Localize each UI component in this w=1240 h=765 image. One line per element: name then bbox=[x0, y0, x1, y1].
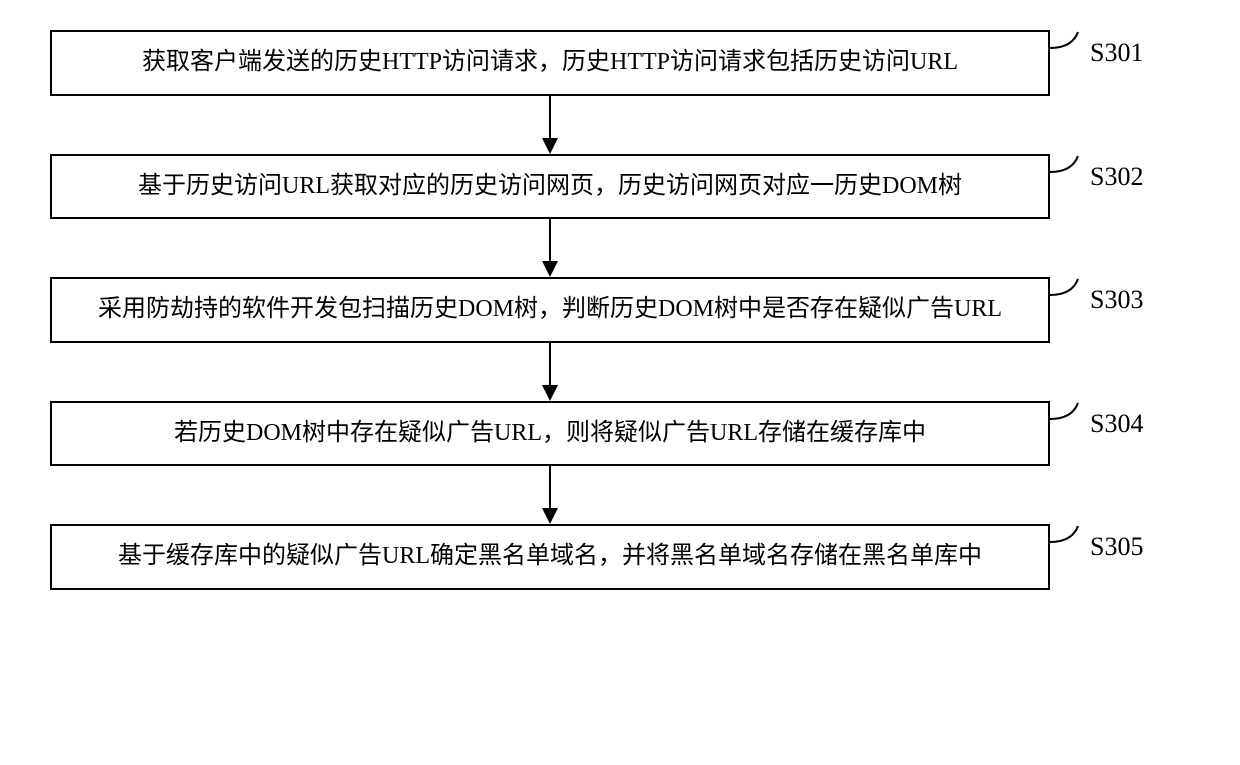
step-label: S301 bbox=[1090, 38, 1143, 68]
step-text: 采用防劫持的软件开发包扫描历史DOM树，判断历史DOM树中是否存在疑似广告URL bbox=[98, 296, 1002, 322]
step-label: S305 bbox=[1090, 532, 1143, 562]
arrow-down-icon bbox=[530, 219, 570, 277]
connector-curve-icon bbox=[1050, 154, 1090, 194]
step-box-s305: 基于缓存库中的疑似广告URL确定黑名单域名，并将黑名单域名存储在黑名单库中 bbox=[50, 524, 1050, 590]
step-box-s304: 若历史DOM树中存在疑似广告URL，则将疑似广告URL存储在缓存库中 bbox=[50, 401, 1050, 467]
step-text: 获取客户端发送的历史HTTP访问请求，历史HTTP访问请求包括历史访问URL bbox=[142, 49, 958, 75]
step-text: 基于历史访问URL获取对应的历史访问网页，历史访问网页对应一历史DOM树 bbox=[138, 173, 962, 199]
flowchart-container: 获取客户端发送的历史HTTP访问请求，历史HTTP访问请求包括历史访问URL S… bbox=[50, 30, 1190, 590]
arrow-container bbox=[50, 343, 1050, 401]
connector-curve-icon bbox=[1050, 401, 1090, 441]
connector-curve-icon bbox=[1050, 524, 1090, 564]
connector-curve-icon bbox=[1050, 277, 1090, 317]
step-text: 若历史DOM树中存在疑似广告URL，则将疑似广告URL存储在缓存库中 bbox=[174, 420, 926, 446]
step-box-s303: 采用防劫持的软件开发包扫描历史DOM树，判断历史DOM树中是否存在疑似广告URL bbox=[50, 277, 1050, 343]
arrow-down-icon bbox=[530, 343, 570, 401]
connector-curve-icon bbox=[1050, 30, 1090, 70]
step-box-s301: 获取客户端发送的历史HTTP访问请求，历史HTTP访问请求包括历史访问URL bbox=[50, 30, 1050, 96]
step-label: S303 bbox=[1090, 285, 1143, 315]
step-row: 获取客户端发送的历史HTTP访问请求，历史HTTP访问请求包括历史访问URL S… bbox=[50, 30, 1190, 96]
step-box-s302: 基于历史访问URL获取对应的历史访问网页，历史访问网页对应一历史DOM树 bbox=[50, 154, 1050, 220]
step-row: 采用防劫持的软件开发包扫描历史DOM树，判断历史DOM树中是否存在疑似广告URL… bbox=[50, 277, 1190, 343]
step-label: S302 bbox=[1090, 162, 1143, 192]
arrow-down-icon bbox=[530, 466, 570, 524]
step-row: 若历史DOM树中存在疑似广告URL，则将疑似广告URL存储在缓存库中 S304 bbox=[50, 401, 1190, 467]
step-label: S304 bbox=[1090, 409, 1143, 439]
step-row: 基于历史访问URL获取对应的历史访问网页，历史访问网页对应一历史DOM树 S30… bbox=[50, 154, 1190, 220]
arrow-down-icon bbox=[530, 96, 570, 154]
arrow-container bbox=[50, 466, 1050, 524]
step-row: 基于缓存库中的疑似广告URL确定黑名单域名，并将黑名单域名存储在黑名单库中 S3… bbox=[50, 524, 1190, 590]
step-text: 基于缓存库中的疑似广告URL确定黑名单域名，并将黑名单域名存储在黑名单库中 bbox=[118, 543, 982, 569]
arrow-container bbox=[50, 96, 1050, 154]
arrow-container bbox=[50, 219, 1050, 277]
